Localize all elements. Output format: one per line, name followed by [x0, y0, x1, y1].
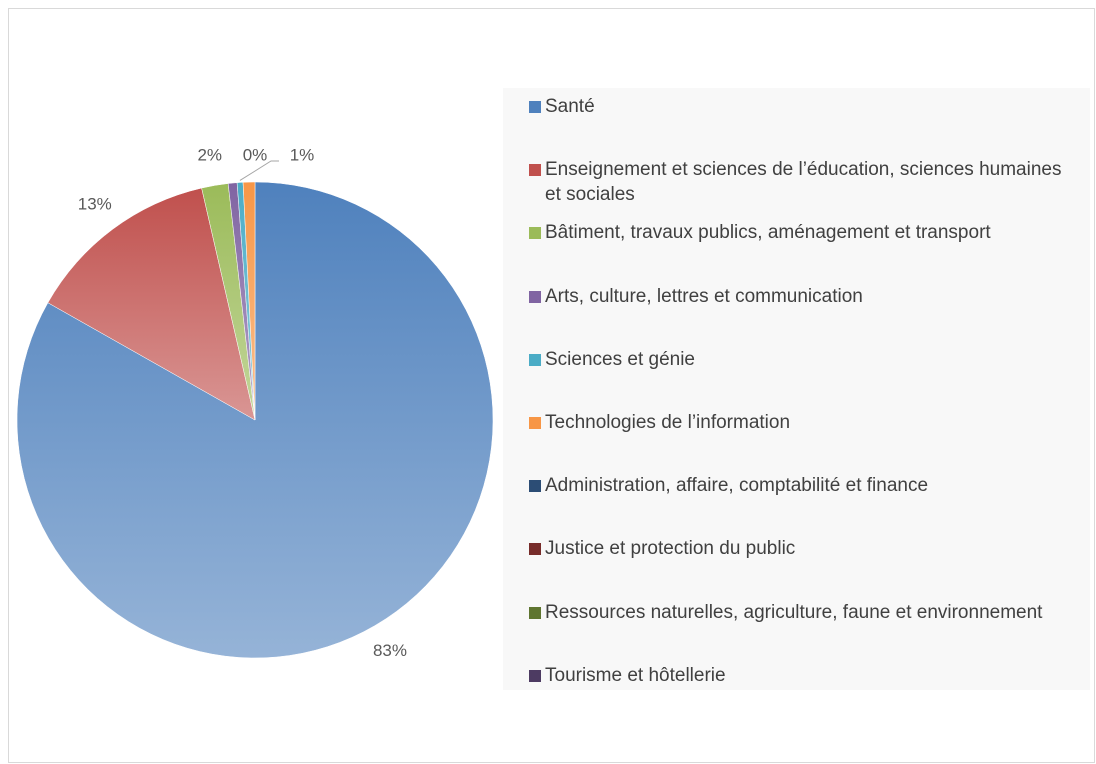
slice [47, 187, 256, 421]
legend-swatch [529, 480, 541, 493]
legend-item: Tourisme et hôtellerie [529, 663, 1080, 688]
legend-item: Administration, affaire, comptabilité et… [529, 473, 1080, 498]
legend-label: Sciences et génie [545, 348, 695, 370]
legend-item: Arts, culture, lettres et communication [529, 284, 1080, 309]
data-label: 13% [78, 195, 112, 214]
slice [242, 181, 256, 421]
legend: Santé Enseignement et sciences de l’éduca… [503, 88, 1090, 690]
legend-item: Technologies de l’information [529, 410, 1080, 435]
legend-label: Enseignement et sciences de l’éducation,… [545, 159, 1062, 206]
legend-swatch [529, 417, 541, 429]
legend-swatch [529, 290, 541, 303]
data-label: 0% [243, 145, 268, 164]
legend-swatch [529, 101, 541, 113]
legend-swatch [529, 164, 541, 177]
legend-label: Tourisme et hôtellerie [545, 664, 726, 686]
legend-label: Justice et protection du public [545, 538, 796, 560]
data-label: 2% [197, 145, 222, 164]
legend-label: Bâtiment, travaux publics, aménagement e… [545, 222, 991, 244]
data-label: 83% [373, 641, 407, 660]
legend-item: Enseignement et sciences de l’éducation,… [529, 157, 1080, 207]
legend-swatch [529, 543, 541, 556]
legend-item: Santé [529, 94, 1080, 119]
legend-swatch [529, 353, 541, 366]
legend-item: Ressources naturelles, agriculture, faun… [529, 600, 1080, 625]
legend-label: Ressources naturelles, agriculture, faun… [545, 601, 1043, 623]
legend-swatch [529, 669, 541, 682]
legend-swatch [529, 227, 541, 240]
legend-label: Technologies de l’information [545, 412, 791, 433]
legend-label: Administration, affaire, comptabilité et… [545, 475, 929, 497]
data-label: 1% [290, 145, 315, 164]
legend-item: Bâtiment, travaux publics, aménagement e… [529, 220, 1080, 245]
legend-item: Justice et protection du public [529, 536, 1080, 561]
legend-label: Arts, culture, lettres et communication [545, 285, 863, 307]
legend-item: Sciences et génie [529, 347, 1080, 372]
frame [8, 8, 1095, 763]
leader-line [239, 160, 279, 181]
legend-swatch [529, 606, 541, 619]
legend-label: Santé [545, 96, 595, 117]
